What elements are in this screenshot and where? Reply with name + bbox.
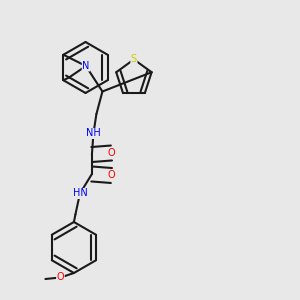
Text: O: O (108, 148, 115, 158)
Text: O: O (57, 272, 64, 283)
Text: N: N (82, 61, 90, 71)
Text: HN: HN (73, 188, 87, 199)
Text: NH: NH (86, 128, 101, 139)
Text: O: O (108, 170, 115, 181)
Text: S: S (131, 54, 137, 64)
